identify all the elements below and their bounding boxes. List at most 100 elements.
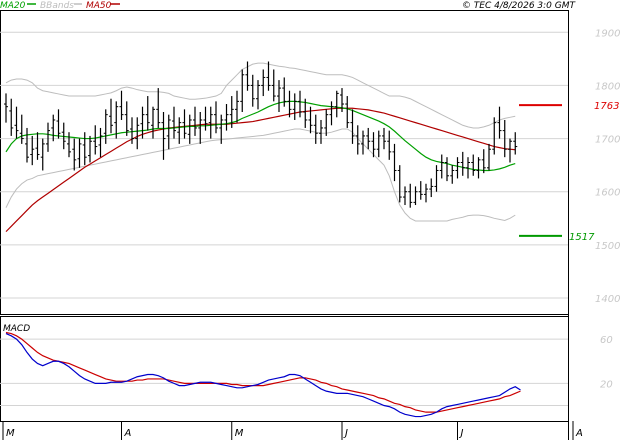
price-bar	[130, 117, 134, 144]
price-tick-label: 1600	[595, 188, 620, 199]
timestamp: © TEC 4/8/2026 3:0 GMT	[462, 1, 577, 11]
macd-lines	[5, 331, 521, 418]
price-bar	[88, 135, 92, 163]
price-bar	[135, 117, 140, 150]
support-label: 1517	[569, 232, 595, 243]
macd-line	[5, 333, 521, 418]
resistance-label: 1763	[594, 101, 619, 112]
price-bars	[4, 61, 518, 208]
signal-line	[5, 331, 521, 413]
price-bar	[308, 106, 313, 134]
price-bar	[67, 132, 71, 158]
price-bar	[145, 96, 150, 131]
price-bar	[471, 154, 476, 176]
price-bar	[445, 157, 449, 182]
price-bar	[124, 101, 129, 136]
price-bar	[397, 165, 402, 203]
price-tick-label: 1500	[595, 241, 620, 252]
ma50-line	[5, 107, 516, 233]
month-label: J	[343, 428, 348, 439]
legend-ma20: MA20	[0, 1, 26, 11]
price-bar	[9, 98, 14, 136]
price-bar	[366, 127, 371, 150]
price-bar	[261, 69, 266, 97]
price-bar	[361, 130, 365, 155]
price-bar	[424, 183, 428, 203]
price-bar	[329, 101, 334, 126]
bollinger-bands	[5, 62, 516, 222]
price-bar	[82, 132, 87, 166]
price-bar	[434, 165, 439, 192]
price-bar	[35, 132, 40, 160]
price-bar	[324, 109, 329, 136]
price-bar	[240, 69, 245, 112]
price-bar	[340, 88, 344, 112]
price-bar	[30, 135, 35, 166]
price-bar	[19, 114, 24, 144]
month-label: A	[575, 428, 583, 439]
price-bar	[508, 138, 512, 163]
price-bar	[229, 96, 234, 128]
price-bar	[214, 101, 218, 134]
month-label: M	[235, 428, 244, 439]
price-bar	[172, 106, 176, 139]
price-bar	[313, 114, 318, 144]
bb-upper-line	[5, 62, 516, 129]
price-grid	[0, 31, 568, 299]
price-bar	[119, 90, 124, 120]
price-bar	[413, 186, 418, 206]
price-bar	[403, 186, 407, 206]
price-bar	[208, 106, 213, 139]
month-label: J	[459, 428, 464, 439]
price-bar	[476, 157, 481, 179]
legend-ma50: MA50	[86, 1, 112, 11]
price-bar	[203, 106, 208, 131]
price-tick-label: 1800	[595, 81, 620, 92]
price-bar	[109, 98, 113, 134]
price-bar	[350, 109, 355, 144]
price-bar	[502, 119, 507, 158]
price-bar	[387, 130, 392, 160]
macd-tick-label: 60	[600, 335, 613, 346]
support-resistance-levels: 1763 1517	[519, 101, 619, 243]
price-bar	[450, 165, 455, 184]
price-bar	[303, 98, 308, 128]
price-bar	[334, 90, 339, 118]
price-bar	[376, 130, 381, 158]
price-bar	[282, 77, 287, 107]
price-bar	[287, 90, 292, 118]
price-bar	[4, 93, 8, 123]
price-bar	[40, 138, 45, 171]
price-bar	[408, 183, 413, 208]
ma20-line	[5, 100, 516, 172]
price-bar	[77, 138, 82, 168]
price-bar	[98, 127, 103, 158]
price-bar	[513, 132, 518, 155]
price-bar	[429, 178, 434, 198]
price-bar	[224, 104, 229, 131]
month-label: A	[124, 428, 132, 439]
price-bar	[355, 125, 360, 155]
price-bar	[256, 80, 260, 110]
price-bar	[187, 114, 192, 144]
price-tick-label: 1700	[595, 135, 620, 146]
price-bar	[177, 117, 182, 144]
price-bar	[497, 106, 502, 139]
price-bar	[161, 112, 166, 160]
price-bar	[156, 88, 161, 128]
price-bar	[93, 125, 98, 155]
price-bar	[466, 157, 470, 179]
bb-lower-line	[5, 128, 516, 222]
month-label: M	[6, 428, 15, 439]
price-bar	[319, 119, 323, 144]
price-bar	[114, 101, 119, 139]
price-bar	[487, 143, 491, 171]
price-bar	[418, 181, 423, 200]
price-bar	[46, 122, 50, 152]
moving-averages	[5, 100, 516, 233]
price-bar	[460, 151, 465, 176]
price-bar	[481, 149, 486, 174]
